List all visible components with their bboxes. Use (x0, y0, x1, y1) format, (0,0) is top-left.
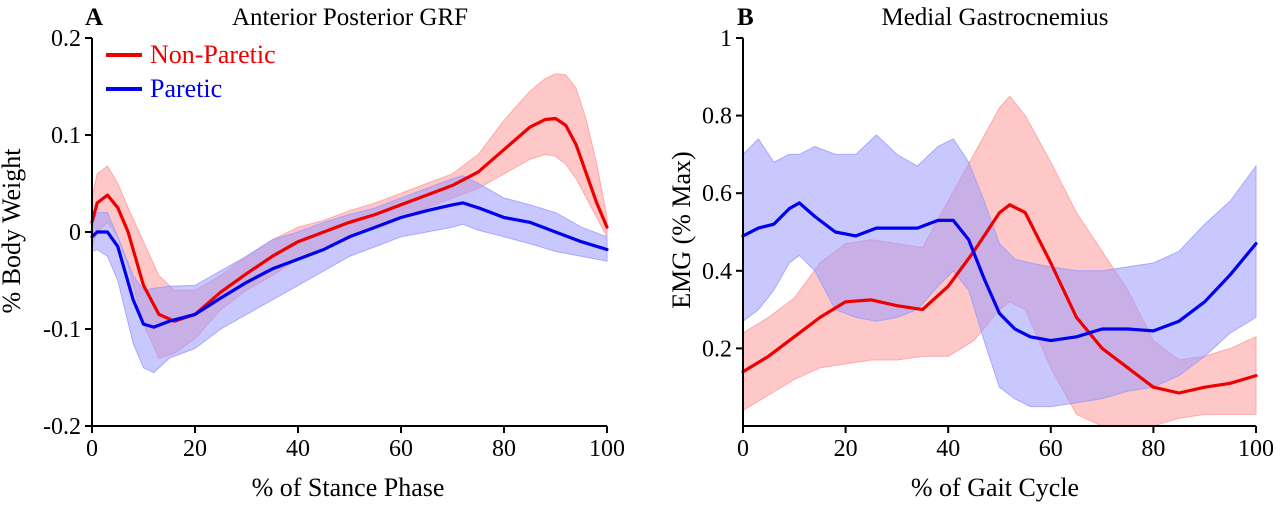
panel-b-chart: B Medial Gastrocnemius 0 20 40 60 80 100 0.2 0.… (667, 4, 1274, 502)
panel-b-y-tick-label: 1 (720, 26, 732, 52)
panel-a-y-axis-label: % Body Weight (0, 148, 26, 314)
panel-a-line-non-paretic (90, 116, 609, 323)
panel-a-x-tick-label: 20 (183, 436, 207, 462)
panel-b-x-tick-label: 20 (834, 436, 858, 462)
panel-b-x-tick-label: 100 (1238, 436, 1274, 462)
panel-a-x-tick-label: 40 (286, 436, 310, 462)
panel-b-y-axis-label: EMG (% Max) (667, 151, 696, 308)
panel-a-y-tick-label: 0.2 (51, 26, 81, 52)
panel-b-y-tick-label: 0.6 (702, 181, 732, 207)
panel-b-line-non-paretic (741, 203, 1258, 395)
panel-a-y-tick-label: -0.1 (43, 317, 81, 343)
panel-a-x-tick-label: 80 (492, 436, 516, 462)
panel-b-band-paretic (742, 134, 1257, 408)
panel-a-x-tick-label: 100 (589, 436, 625, 462)
legend-label-non-paretic: Non-Paretic (150, 40, 276, 69)
panel-a-line-paretic (90, 201, 609, 329)
legend-label-paretic: Paretic (150, 74, 222, 103)
panel-a-x-tick-label: 60 (389, 436, 413, 462)
panel-b-line-paretic (741, 201, 1258, 343)
panel-b-x-tick-label: 40 (936, 436, 960, 462)
panel-b-x-tick-label: 0 (737, 436, 749, 462)
panel-a-chart: A Anterior Posterior GRF 0 20 40 60 80 100 -0.… (0, 4, 625, 502)
panel-b-x-axis-label: % of Gait Cycle (911, 473, 1079, 502)
panel-b-y-tick-label: 0.2 (702, 336, 732, 362)
panel-b-x-tick-label: 60 (1039, 436, 1063, 462)
panel-a-y-tick-label: 0.1 (51, 123, 81, 149)
panel-b-title: Medial Gastrocnemius (881, 4, 1108, 31)
legend: Non-Paretic Paretic (106, 40, 276, 103)
panel-a-y-tick-label: 0 (69, 220, 81, 246)
panel-a-x-axis-label: % of Stance Phase (252, 473, 445, 502)
panel-a-y-tick-label: -0.2 (43, 414, 81, 440)
panel-b-y-tick-label: 0.8 (702, 104, 732, 130)
panel-b-x-tick-label: 80 (1141, 436, 1165, 462)
panel-a-band-paretic (91, 175, 608, 374)
panel-b-y-tick-label: 0.4 (702, 259, 732, 285)
panel-b-label: B (737, 4, 754, 31)
panel-a-title: Anterior Posterior GRF (232, 4, 468, 31)
panel-a-x-tick-label: 0 (86, 436, 98, 462)
panel-a-label: A (85, 4, 103, 31)
